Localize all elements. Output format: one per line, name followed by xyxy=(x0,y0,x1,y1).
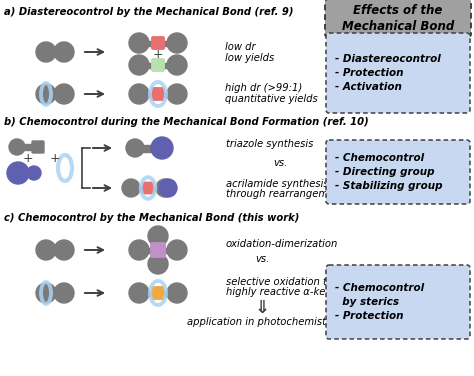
FancyBboxPatch shape xyxy=(326,140,470,204)
Circle shape xyxy=(215,181,221,187)
Text: - Diastereocontrol
- Protection
- Activation: - Diastereocontrol - Protection - Activa… xyxy=(335,54,441,92)
Circle shape xyxy=(167,55,187,75)
Text: high dr (>99:1): high dr (>99:1) xyxy=(225,83,302,93)
Circle shape xyxy=(36,84,56,104)
FancyBboxPatch shape xyxy=(326,33,470,113)
Circle shape xyxy=(27,166,41,180)
Circle shape xyxy=(129,84,149,104)
Text: vs.: vs. xyxy=(255,254,269,264)
Bar xyxy=(135,144,153,152)
Circle shape xyxy=(129,283,149,303)
Bar xyxy=(139,91,177,97)
Text: +: + xyxy=(153,49,164,62)
Text: b) Chemocontrol during the Mechanical Bond Formation (ref. 10): b) Chemocontrol during the Mechanical Bo… xyxy=(4,117,369,127)
Text: vs.: vs. xyxy=(273,158,287,168)
Circle shape xyxy=(167,33,187,53)
Circle shape xyxy=(129,240,149,260)
Bar xyxy=(46,50,64,55)
FancyBboxPatch shape xyxy=(32,141,44,153)
Circle shape xyxy=(167,84,187,104)
Bar xyxy=(46,247,64,253)
Circle shape xyxy=(9,139,25,155)
Circle shape xyxy=(215,241,221,247)
Bar xyxy=(17,144,35,150)
Circle shape xyxy=(215,279,221,285)
Text: through rearrangement: through rearrangement xyxy=(226,189,345,199)
Circle shape xyxy=(122,179,140,197)
Circle shape xyxy=(215,55,221,61)
Text: selective oxidation towards: selective oxidation towards xyxy=(226,277,363,287)
Circle shape xyxy=(129,55,149,75)
Bar xyxy=(139,62,177,68)
Text: highly reactive α-ketoamides: highly reactive α-ketoamides xyxy=(226,287,372,297)
Bar xyxy=(46,291,64,296)
Bar xyxy=(139,291,177,296)
Text: - Chemocontrol
- Directing group
- Stabilizing group: - Chemocontrol - Directing group - Stabi… xyxy=(335,153,443,191)
FancyBboxPatch shape xyxy=(152,59,164,71)
Bar xyxy=(46,91,64,97)
Text: triazole synthesis: triazole synthesis xyxy=(226,139,313,149)
FancyBboxPatch shape xyxy=(326,265,470,339)
Circle shape xyxy=(54,42,74,62)
FancyBboxPatch shape xyxy=(152,287,164,299)
Text: a) Diastereocontrol by the Mechanical Bond (ref. 9): a) Diastereocontrol by the Mechanical Bo… xyxy=(4,7,293,17)
Circle shape xyxy=(159,179,177,197)
Bar xyxy=(131,185,165,191)
Text: +: + xyxy=(50,153,60,165)
FancyBboxPatch shape xyxy=(325,0,471,37)
FancyBboxPatch shape xyxy=(152,88,164,100)
Circle shape xyxy=(148,226,168,246)
Circle shape xyxy=(36,42,56,62)
Text: ⇓: ⇓ xyxy=(255,299,270,317)
Circle shape xyxy=(167,283,187,303)
Text: c) Chemocontrol by the Mechanical Bond (this work): c) Chemocontrol by the Mechanical Bond (… xyxy=(4,213,300,223)
Circle shape xyxy=(54,84,74,104)
Circle shape xyxy=(167,240,187,260)
Circle shape xyxy=(151,137,173,159)
Circle shape xyxy=(215,85,221,91)
Bar xyxy=(139,247,177,253)
Text: - Chemocontrol
  by sterics
- Protection: - Chemocontrol by sterics - Protection xyxy=(335,283,424,321)
Text: quantitative yields: quantitative yields xyxy=(225,94,318,104)
Bar xyxy=(139,41,177,45)
Circle shape xyxy=(7,162,29,184)
FancyBboxPatch shape xyxy=(152,37,164,49)
Circle shape xyxy=(215,44,221,50)
Circle shape xyxy=(215,141,221,147)
Text: low yields: low yields xyxy=(225,53,274,63)
Text: oxidation-dimerization: oxidation-dimerization xyxy=(226,239,338,249)
Circle shape xyxy=(215,96,221,102)
Text: low dr: low dr xyxy=(225,42,255,52)
Circle shape xyxy=(54,240,74,260)
Circle shape xyxy=(126,139,144,157)
FancyBboxPatch shape xyxy=(142,182,154,194)
Text: acrilamide synthesis: acrilamide synthesis xyxy=(226,179,328,189)
Circle shape xyxy=(156,179,174,197)
Text: Effects of the
Mechanical Bond: Effects of the Mechanical Bond xyxy=(342,3,454,32)
Text: application in photochemistry: application in photochemistry xyxy=(188,317,337,327)
Circle shape xyxy=(129,33,149,53)
Text: +: + xyxy=(23,153,33,165)
Circle shape xyxy=(148,254,168,274)
Circle shape xyxy=(36,283,56,303)
FancyBboxPatch shape xyxy=(151,243,165,257)
Circle shape xyxy=(54,283,74,303)
Circle shape xyxy=(36,240,56,260)
